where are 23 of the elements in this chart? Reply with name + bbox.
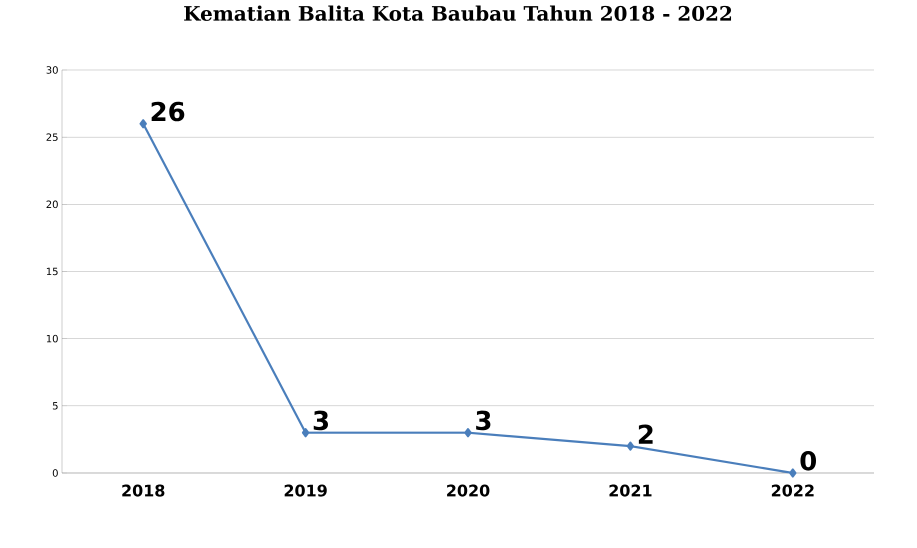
point bbox=[626, 442, 634, 451]
y-tick-label: 25 bbox=[46, 133, 58, 141]
y-tick-label: 30 bbox=[46, 66, 58, 74]
x-tick-label: 2022 bbox=[772, 484, 814, 497]
chart-title: Kematian Balita Kota Baubau Tahun 2018 - 2022 bbox=[184, 6, 732, 21]
point bbox=[789, 468, 797, 478]
point bbox=[302, 428, 310, 438]
x-tick-label: 2020 bbox=[447, 484, 490, 497]
x-tick-label: 2019 bbox=[284, 484, 327, 497]
x-tick-label: 2018 bbox=[122, 484, 164, 497]
y-tick-label: 10 bbox=[46, 334, 58, 342]
data-label: 3 bbox=[314, 410, 328, 430]
y-tick-label: 15 bbox=[46, 268, 58, 276]
data-label: 26 bbox=[152, 102, 184, 122]
point bbox=[139, 119, 147, 128]
data-label: 2 bbox=[638, 424, 653, 444]
data-label: 0 bbox=[800, 450, 816, 471]
y-tick-label: 5 bbox=[52, 402, 58, 410]
point bbox=[464, 428, 472, 438]
y-tick-label: 0 bbox=[52, 469, 58, 477]
y-tick-label: 20 bbox=[46, 200, 58, 208]
data-label: 3 bbox=[476, 410, 490, 430]
x-tick-label: 2021 bbox=[609, 484, 652, 497]
